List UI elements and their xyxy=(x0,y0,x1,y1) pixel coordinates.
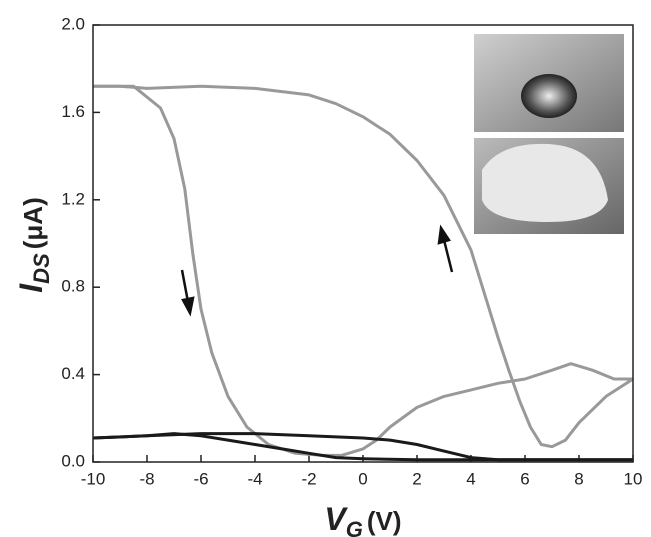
y-label-unit: (μA) xyxy=(18,197,48,249)
inset-photos xyxy=(474,34,624,234)
data-line xyxy=(93,84,633,457)
plot-frame xyxy=(92,24,634,463)
x-tick-label: -2 xyxy=(301,469,316,488)
x-label-main: V xyxy=(324,501,348,537)
x-tick-label: 10 xyxy=(624,469,643,488)
y-tick-label: 0.4 xyxy=(61,364,85,383)
y-tick-label: 0.0 xyxy=(61,451,85,470)
x-tick-label: 8 xyxy=(574,469,583,488)
y-axis-label: IDS (μA) xyxy=(13,197,54,292)
x-tick-label: -4 xyxy=(247,469,262,488)
y-tick-label: 1.6 xyxy=(61,102,85,121)
data-line xyxy=(92,432,633,462)
x-tick-label: -10 xyxy=(81,469,106,488)
x-tick-label: 2 xyxy=(412,469,421,488)
y-label-main: I xyxy=(13,283,49,293)
arrows xyxy=(180,224,454,317)
x-tick-label: -6 xyxy=(193,469,208,488)
x-tick-label: 6 xyxy=(520,469,529,488)
x-tick-label: 4 xyxy=(466,469,475,488)
data-line xyxy=(93,84,634,449)
y-tick-label: 2.0 xyxy=(61,14,85,33)
y-tick-label: 0.8 xyxy=(61,277,85,296)
y-label-sub: DS xyxy=(29,253,54,284)
x-tick-label: -8 xyxy=(139,469,154,488)
x-axis-label: VG (V) xyxy=(324,501,401,537)
x-tick-label: 0 xyxy=(358,469,367,488)
x-label-unit: (V) xyxy=(367,506,402,536)
x-label-sub: G xyxy=(346,517,363,537)
y-tick-label: 1.2 xyxy=(61,189,85,208)
